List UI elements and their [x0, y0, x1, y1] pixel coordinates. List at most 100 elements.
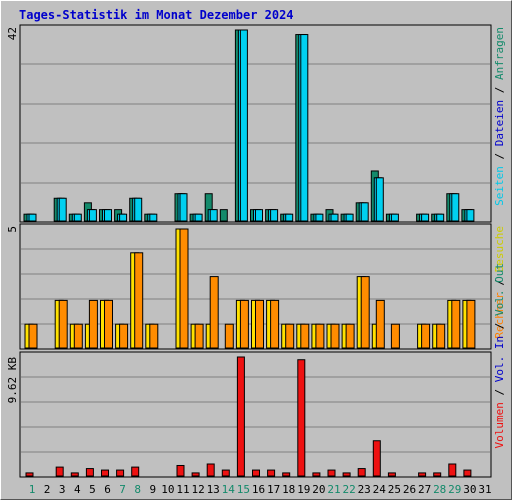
bar-sites — [421, 323, 431, 349]
bar-volume — [236, 356, 245, 477]
bar-sites — [149, 323, 159, 349]
bar-hits — [219, 209, 228, 222]
bar-volume — [327, 469, 336, 477]
legend-entry: Seiten — [493, 166, 506, 206]
bar-pages — [149, 213, 158, 222]
bar-pages — [73, 213, 82, 222]
bar-volume — [267, 469, 276, 477]
bar-pages — [58, 197, 67, 222]
bar-volume — [282, 472, 291, 477]
bar-pages — [330, 213, 339, 222]
bar-pages — [209, 209, 218, 222]
bar-volume — [463, 469, 472, 477]
bar-pages — [466, 209, 475, 222]
bar-sites — [300, 323, 310, 349]
legend-entry: Besuche — [493, 226, 506, 272]
bar-pages — [239, 29, 248, 222]
bar-pages — [104, 209, 112, 222]
x-day-label: 18 — [282, 483, 295, 496]
bar-pages — [421, 213, 430, 222]
bar-sites — [451, 299, 461, 349]
bar-volume — [252, 469, 260, 477]
x-day-label: 5 — [89, 483, 96, 496]
y-max-label-volume: 9.62 KB — [6, 357, 19, 404]
bar-sites — [88, 299, 98, 349]
bar-pages — [345, 213, 354, 222]
bar-pages — [390, 213, 399, 222]
bar-pages — [270, 209, 279, 222]
bar-sites — [58, 299, 68, 349]
bar-sites — [345, 323, 355, 349]
chart-title: Tages-Statistik im Monat Dezember 2024 — [19, 8, 294, 22]
bar-sites — [270, 299, 280, 349]
chart-panels — [19, 24, 492, 478]
x-day-label: 16 — [252, 483, 265, 496]
bar-sites — [194, 323, 204, 349]
bar-sites — [255, 299, 264, 349]
y-axis-max-labels: 42 5 9.62 KB — [6, 27, 19, 403]
legend-entry: Anfragen — [493, 27, 506, 80]
x-day-label: 23 — [358, 483, 371, 496]
bar-volume — [372, 440, 381, 477]
bar-sites — [104, 299, 113, 349]
bar-volume — [448, 463, 457, 477]
bar-sites — [239, 299, 249, 349]
bar-pages — [255, 209, 263, 222]
x-day-label: 29 — [448, 483, 461, 496]
chart-bars — [23, 29, 476, 477]
bar-pages — [436, 213, 445, 222]
bar-volume — [101, 469, 109, 477]
x-day-label: 27 — [418, 483, 431, 496]
x-day-label: 13 — [207, 483, 220, 496]
bar-volume — [191, 472, 200, 477]
bar-pages — [300, 34, 309, 222]
bar-sites — [209, 276, 219, 349]
bar-pages — [451, 193, 460, 222]
bar-pages — [375, 177, 384, 222]
x-day-label: 4 — [74, 483, 81, 496]
x-day-label: 7 — [119, 483, 126, 496]
x-day-label: 24 — [373, 483, 387, 496]
x-day-label: 22 — [342, 483, 355, 496]
panel-volume — [19, 351, 492, 478]
legend-volume: Volumen / Vol. In / Vol. Out — [493, 263, 506, 448]
y-max-label-visits: 5 — [6, 226, 19, 233]
x-day-label: 12 — [191, 483, 204, 496]
right-legend: Seiten / Dateien / Anfragen Rechner / Bes… — [493, 27, 506, 448]
bar-volume — [342, 472, 351, 477]
bar-volume — [433, 472, 442, 477]
x-day-label: 1 — [29, 483, 36, 496]
legend-hits-files-pages: Seiten / Dateien / Anfragen — [493, 27, 506, 206]
x-day-label: 20 — [312, 483, 325, 496]
bar-sites — [134, 252, 144, 349]
bar-pages — [119, 213, 128, 222]
legend-entry: Vol. In — [493, 336, 506, 382]
bar-volume — [387, 472, 396, 477]
bar-pages — [179, 193, 188, 222]
bar-volume — [297, 359, 306, 477]
bar-sites — [436, 323, 446, 349]
bar-sites — [28, 323, 38, 349]
legend-separator: / — [493, 146, 506, 166]
bar-volume — [206, 463, 215, 477]
bar-pages — [285, 213, 294, 222]
bar-sites — [119, 323, 129, 349]
x-day-label: 9 — [149, 483, 156, 496]
bar-sites — [466, 299, 476, 349]
bar-sites — [390, 323, 400, 349]
legend-entry: Rechner — [493, 292, 506, 339]
bar-pages — [88, 209, 97, 222]
x-day-label: 10 — [161, 483, 174, 496]
bar-volume — [25, 472, 34, 477]
bar-volume — [116, 469, 125, 477]
bar-volume — [85, 468, 94, 477]
x-day-label: 6 — [104, 483, 111, 496]
x-day-label: 30 — [463, 483, 476, 496]
bar-volume — [131, 466, 140, 477]
panel-hits-files-pages — [19, 24, 492, 223]
legend-separator: / — [493, 316, 506, 336]
bar-sites — [73, 323, 83, 349]
legend-entry: Dateien — [493, 100, 506, 146]
x-day-label: 14 — [222, 483, 236, 496]
